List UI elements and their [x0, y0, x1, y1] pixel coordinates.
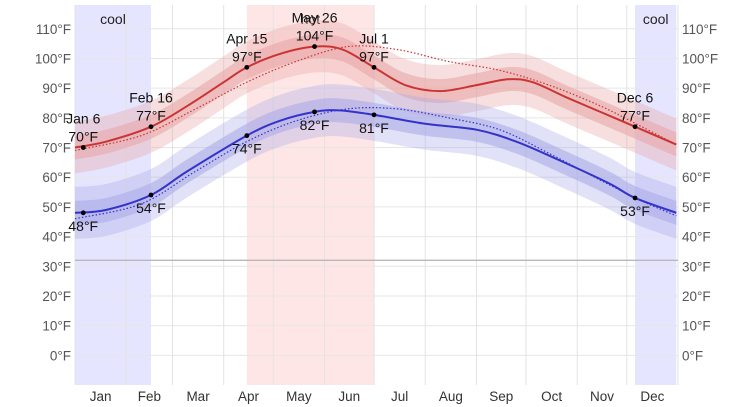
x-tick-nov: Nov — [590, 389, 614, 404]
low-inner-band — [75, 98, 677, 225]
y-tick-left: 30°F — [42, 259, 71, 274]
season-label-0: cool — [100, 11, 126, 27]
y-tick-left: 10°F — [42, 319, 71, 334]
data-point-marker — [312, 109, 317, 115]
annotations: Jan 6 70°F 48°F Feb 16 77°F 54°F Apr 15 97°F 74°… — [66, 10, 653, 234]
annotation-value: 74°F — [232, 141, 262, 157]
annotation-date: Apr 15 — [226, 30, 267, 46]
annotation-value: 53°F — [620, 203, 650, 219]
temperature-bands — [75, 20, 677, 239]
x-tick-feb: Feb — [138, 389, 161, 404]
y-tick-right: 40°F — [682, 230, 711, 245]
y-tick-right: 10°F — [682, 319, 711, 334]
high-inner-band — [75, 34, 677, 160]
low-outer-band — [75, 84, 677, 239]
axis-labels: 110°F 110°F 100°F 100°F 90°F 90°F 80°F 80°F 70°F… — [35, 22, 718, 404]
y-tick-right: 20°F — [682, 289, 711, 304]
y-tick-left: 0°F — [50, 348, 71, 363]
data-point-marker — [312, 44, 317, 49]
annotation-value: 97°F — [359, 48, 389, 64]
x-tick-oct: Oct — [541, 389, 562, 404]
annotation-value: 54°F — [136, 200, 166, 216]
x-tick-aug: Aug — [439, 389, 463, 404]
data-point-marker — [148, 124, 154, 130]
high-dotted-line — [74, 45, 677, 152]
y-tick-right: 100°F — [682, 51, 718, 66]
annotation-value: 97°F — [232, 48, 262, 64]
y-tick-right: 50°F — [682, 200, 711, 215]
annotation-date: Feb 16 — [129, 90, 173, 106]
data-point-marker — [371, 64, 377, 70]
annotation-value: 81°F — [359, 120, 389, 136]
y-tick-left: 90°F — [42, 81, 71, 96]
x-tick-jan: Jan — [90, 389, 112, 404]
y-tick-left: 70°F — [42, 141, 71, 156]
annotation-date: Dec 6 — [617, 90, 654, 106]
data-point-marker — [632, 195, 638, 201]
data-point-marker — [148, 192, 154, 198]
annotation-value: 77°F — [620, 108, 650, 124]
y-tick-right: 90°F — [682, 81, 711, 96]
data-point-marker — [80, 145, 86, 150]
y-tick-left: 80°F — [42, 111, 71, 126]
high-outer-band — [75, 20, 677, 174]
y-tick-right: 70°F — [682, 141, 711, 156]
data-point-marker — [632, 124, 638, 130]
annotation-value: 82°F — [300, 117, 330, 133]
x-tick-jul: Jul — [391, 389, 408, 404]
y-tick-right: 60°F — [682, 170, 711, 185]
annotation-date: May 26 — [292, 10, 338, 26]
low-temperature-line — [74, 109, 677, 214]
y-tick-left: 50°F — [42, 200, 71, 215]
annotation-value: 70°F — [68, 129, 98, 145]
season-label-2: cool — [643, 11, 669, 27]
data-point-marker — [371, 112, 377, 118]
data-point-marker — [244, 133, 250, 139]
y-tick-right: 0°F — [682, 348, 703, 363]
y-tick-right: 110°F — [682, 22, 717, 37]
data-point-marker — [244, 64, 250, 70]
data-point-marker — [80, 210, 86, 216]
x-tick-mar: Mar — [186, 389, 210, 404]
annotation-value: 48°F — [68, 218, 98, 234]
x-tick-dec: Dec — [640, 389, 664, 404]
annotation-value: 104°F — [296, 28, 334, 44]
y-tick-left: 40°F — [42, 230, 71, 245]
y-tick-right: 80°F — [682, 111, 711, 126]
y-tick-left: 100°F — [35, 51, 71, 66]
annotation-date: Jan 6 — [66, 111, 100, 127]
y-tick-left: 110°F — [36, 22, 71, 37]
annotation-value: 77°F — [136, 108, 166, 124]
x-tick-sep: Sep — [489, 389, 513, 404]
season-bands: cool hot cool — [75, 5, 677, 385]
y-tick-right: 30°F — [682, 259, 711, 274]
annotation-date: Jul 1 — [359, 30, 389, 46]
y-tick-left: 60°F — [42, 170, 71, 185]
season-label-1: hot — [301, 11, 321, 27]
x-tick-jun: Jun — [338, 389, 360, 404]
y-tick-left: 20°F — [42, 289, 71, 304]
x-tick-may: May — [286, 389, 312, 404]
x-tick-apr: Apr — [238, 389, 260, 404]
